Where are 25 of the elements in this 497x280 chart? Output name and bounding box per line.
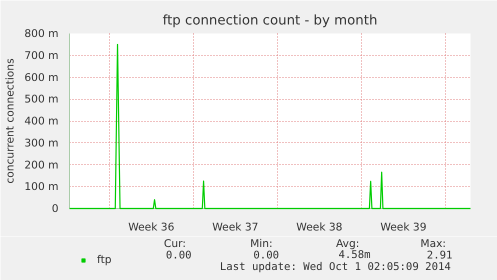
text: Avg: — [336, 237, 360, 250]
y-tick-label: 800 m — [24, 27, 58, 40]
x-tick-label: Week 37 — [212, 220, 258, 234]
x-tick-label: Week 38 — [296, 220, 343, 234]
y-tick-label: 0 — [52, 202, 59, 215]
text: 0.00 — [166, 248, 192, 262]
legend-label: ftp — [97, 253, 113, 266]
chart-title: ftp connection count - by month — [162, 14, 378, 28]
text: Max: — [420, 237, 446, 250]
text: Min: — [250, 237, 273, 250]
x-tick-label: Week 39 — [380, 220, 427, 234]
y-tick-label: 100 m — [24, 180, 58, 194]
text: 4.58m — [338, 248, 371, 261]
x-tick-label: Week 36 — [128, 220, 175, 234]
y-tick-label: 600 m — [24, 70, 58, 84]
y-tick-label: 200 m — [24, 158, 58, 172]
y-tick-label: 300 m — [24, 136, 58, 150]
y-axis-title: concurrent connections — [3, 58, 16, 184]
y-tick-label: 700 m — [24, 48, 58, 62]
text: 2.91 — [426, 248, 452, 262]
text: Cur: — [164, 237, 186, 250]
y-tick-label: 400 m — [24, 114, 58, 128]
text: Last update: Wed Oct 1 02:05:09 2014 — [220, 260, 451, 273]
text: 0.00 — [253, 248, 280, 262]
y-tick-label: 500 m — [24, 92, 58, 106]
